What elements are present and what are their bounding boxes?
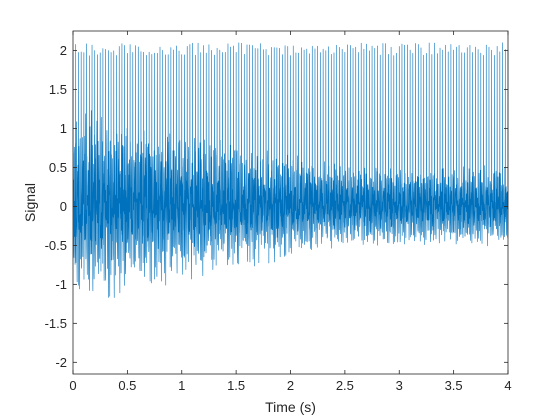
y-tick-label: 1.5 <box>49 82 67 97</box>
y-tick-label: 2 <box>60 43 67 58</box>
x-axis: 0 0.5 1 1.5 2 2.5 3 3.5 4 <box>69 31 512 393</box>
x-tick-label: 2 <box>287 378 294 393</box>
x-tick-label: 2.5 <box>336 378 354 393</box>
y-tick-label: 1 <box>60 121 67 136</box>
y-tick-label: -2 <box>55 355 67 370</box>
x-tick-label: 3.5 <box>445 378 463 393</box>
y-tick-label: 0 <box>60 199 67 214</box>
x-tick-label: 4 <box>504 378 511 393</box>
x-tick-label: 1 <box>178 378 185 393</box>
y-tick-label: 0.5 <box>49 160 67 175</box>
y-tick-label: -1.5 <box>45 316 67 331</box>
y-axis-label: Signal <box>22 183 38 222</box>
x-tick-label: 3 <box>396 378 403 393</box>
x-tick-label: 1.5 <box>227 378 245 393</box>
signal-line <box>72 42 509 298</box>
x-tick-label: 0.5 <box>118 378 136 393</box>
y-tick-label: -1 <box>55 277 67 292</box>
x-axis-label: Time (s) <box>265 399 316 415</box>
y-axis: -2 -1.5 -1 -0.5 0 0.5 1 1.5 2 <box>45 43 508 370</box>
x-tick-label: 0 <box>69 378 76 393</box>
y-tick-label: -0.5 <box>45 238 67 253</box>
signal-layer <box>72 42 509 298</box>
